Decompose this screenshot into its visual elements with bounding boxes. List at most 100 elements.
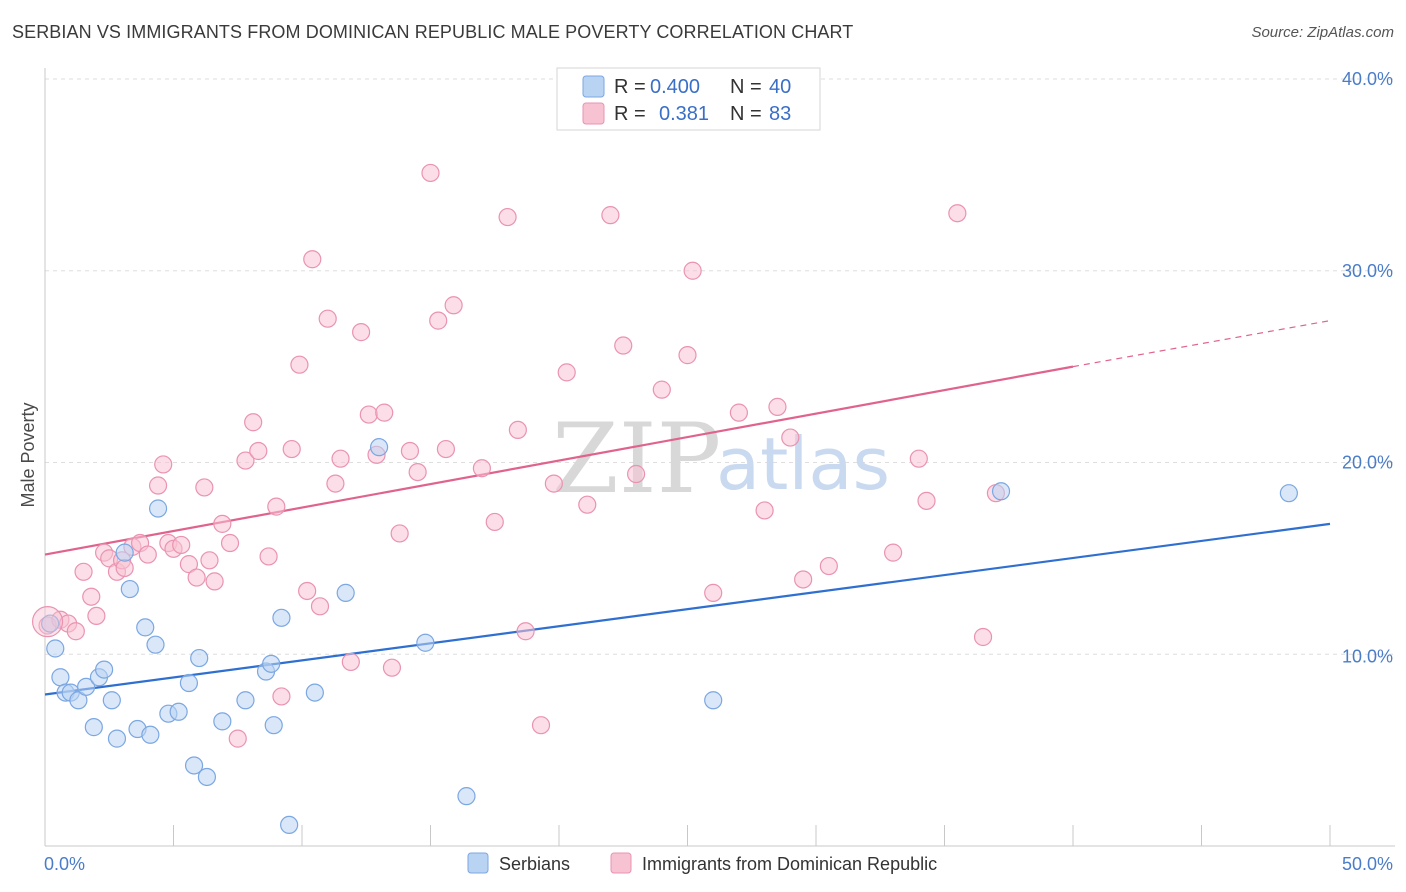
point-dominican xyxy=(267,497,286,516)
point-dominican xyxy=(729,403,749,422)
legend-r-label-2: R = xyxy=(614,103,646,125)
point-dominican xyxy=(382,658,402,677)
source-label: Source: ZipAtlas.com xyxy=(1251,24,1394,41)
point-dominican xyxy=(973,627,993,647)
point-dominican xyxy=(148,476,168,495)
point-serbians xyxy=(84,718,103,737)
point-dominican xyxy=(66,622,85,641)
point-dominican xyxy=(331,449,350,468)
point-dominican xyxy=(138,545,157,564)
point-dominican xyxy=(290,355,309,374)
point-serbians xyxy=(141,725,160,744)
point-serbians xyxy=(457,787,476,806)
point-serbians xyxy=(190,648,209,668)
point-serbians xyxy=(107,729,127,748)
point-serbians xyxy=(264,716,283,735)
y-tick-label: 40.0% xyxy=(1342,69,1393,89)
point-serbians xyxy=(120,579,139,599)
point-dominican xyxy=(508,420,527,440)
point-dominican xyxy=(436,439,456,459)
data-points xyxy=(31,163,1298,835)
point-dominican xyxy=(444,296,463,315)
point-serbians xyxy=(236,691,255,710)
y-tick-label: 20.0% xyxy=(1342,453,1393,473)
chart-title: SERBIAN VS IMMIGRANTS FROM DOMINICAN REP… xyxy=(12,22,854,42)
point-dominican xyxy=(429,311,448,330)
point-dominican xyxy=(578,495,597,514)
legend-r-value-serbians: 0.400 xyxy=(650,76,700,98)
point-dominican xyxy=(259,547,278,566)
point-dominican xyxy=(244,413,263,432)
bottom-legend-dominican: Immigrants from Dominican Republic xyxy=(642,854,937,874)
point-serbians xyxy=(102,691,121,710)
point-serbians xyxy=(370,438,389,457)
point-serbians xyxy=(416,633,435,652)
point-dominican xyxy=(704,583,723,602)
point-serbians xyxy=(305,683,324,702)
point-dominican xyxy=(948,204,967,223)
point-dominican xyxy=(249,441,268,461)
point-serbians xyxy=(69,691,88,710)
point-serbians xyxy=(136,618,155,637)
point-dominican xyxy=(375,403,394,422)
point-serbians xyxy=(184,756,204,775)
series-legend: Serbians Immigrants from Dominican Repub… xyxy=(467,852,937,874)
point-dominican xyxy=(282,439,301,459)
point-serbians xyxy=(146,635,165,654)
point-serbians xyxy=(148,499,168,518)
correlation-legend: R = 0.400 N = 40 R = 0.381 N = 83 xyxy=(556,67,821,131)
point-dominican xyxy=(172,535,191,555)
point-serbians xyxy=(77,677,96,696)
point-serbians xyxy=(1279,484,1298,503)
point-dominican xyxy=(187,568,206,587)
point-dominican xyxy=(154,455,173,474)
x-tick-label: 0.0% xyxy=(44,854,85,874)
point-dominican xyxy=(326,474,345,493)
x-tick-label: 50.0% xyxy=(1342,854,1393,874)
point-dominican xyxy=(213,514,232,533)
bottom-legend-swatch-serbians xyxy=(467,852,489,874)
point-dominican xyxy=(472,459,491,478)
legend-n-value-serbians: 40 xyxy=(769,76,791,98)
point-serbians xyxy=(280,815,299,835)
point-serbians xyxy=(41,614,60,633)
point-dominican xyxy=(179,555,199,574)
legend-n-value-dominican: 83 xyxy=(769,103,791,125)
point-dominican xyxy=(421,163,440,183)
y-tick-label: 10.0% xyxy=(1342,646,1393,666)
point-serbians xyxy=(272,608,291,627)
point-dominican xyxy=(794,570,813,589)
point-serbians xyxy=(704,691,723,710)
point-dominican xyxy=(755,501,774,520)
y-axis-label: Male Poverty xyxy=(18,402,38,507)
point-serbians xyxy=(179,673,199,693)
legend-r-label: R = xyxy=(614,76,646,98)
axes xyxy=(44,68,1395,847)
point-dominican xyxy=(352,323,371,342)
point-dominican xyxy=(82,587,101,606)
y-tick-labels: 10.0% 20.0% 30.0% 40.0% xyxy=(1342,69,1393,666)
point-dominican xyxy=(200,551,219,570)
point-dominican xyxy=(601,206,620,225)
point-dominican xyxy=(228,729,247,748)
point-dominican xyxy=(626,464,646,484)
point-dominican xyxy=(318,309,337,328)
point-dominican xyxy=(498,207,517,227)
point-dominican xyxy=(652,380,671,399)
point-dominican xyxy=(531,716,551,735)
point-serbians xyxy=(213,712,232,731)
point-dominican xyxy=(74,562,93,581)
point-dominican xyxy=(298,581,317,601)
legend-swatch-dominican xyxy=(582,102,605,125)
point-dominican xyxy=(400,441,420,461)
grid-lines xyxy=(45,78,1395,655)
legend-n-label: N = xyxy=(730,76,762,98)
point-dominican xyxy=(683,261,702,280)
point-dominican xyxy=(544,474,563,493)
point-dominican xyxy=(883,543,903,562)
bottom-legend-swatch-dominican xyxy=(610,852,632,874)
point-serbians xyxy=(51,668,70,687)
y-tick-label: 30.0% xyxy=(1342,261,1393,281)
point-dominican xyxy=(236,451,255,470)
point-dominican xyxy=(917,491,936,510)
